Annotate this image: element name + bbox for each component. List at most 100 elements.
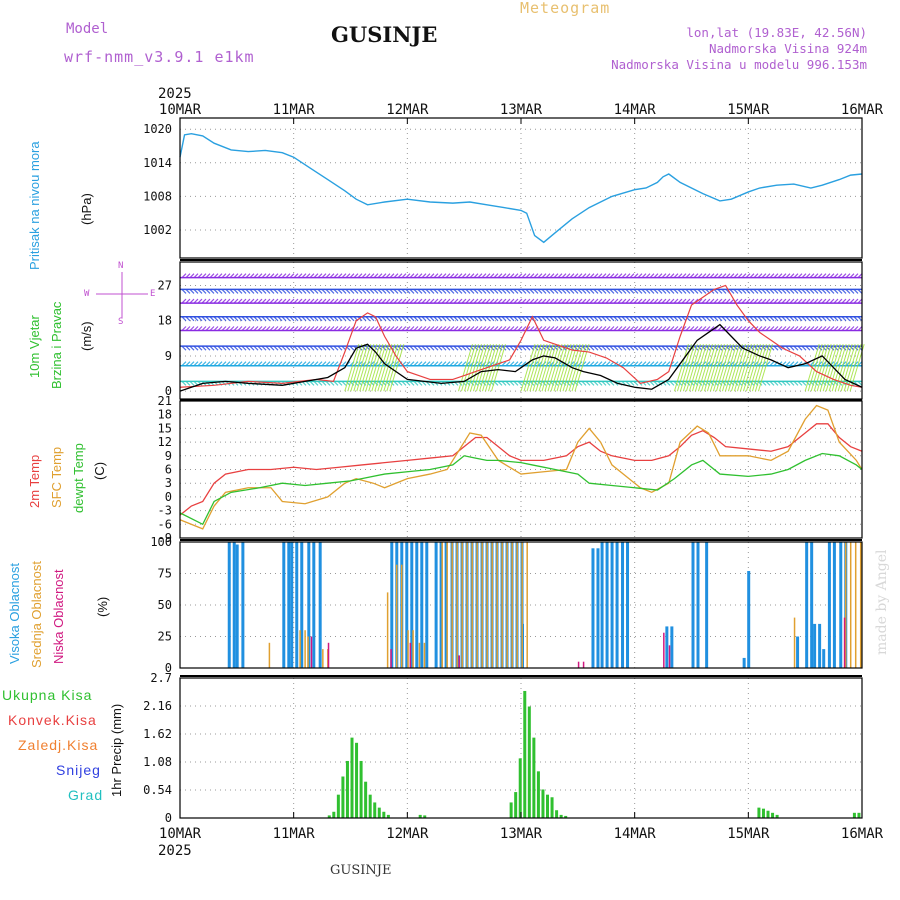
- precip-bar: [555, 810, 559, 818]
- wind-gust-line: [179, 284, 863, 388]
- high-cloud-bar: [670, 626, 674, 668]
- wind-barb-row: [181, 273, 863, 279]
- mid-cloud-bar: [418, 642, 421, 668]
- high-cloud-bar: [705, 542, 709, 668]
- precip-tick-label: 1.62: [143, 727, 172, 741]
- legend-freezing-rain: Zaledj.Kisa: [18, 737, 99, 753]
- precip-bar: [766, 810, 770, 818]
- compass-east: E: [150, 289, 156, 299]
- mid-cloud-bar: [844, 542, 847, 668]
- wind-tick-label: 27: [158, 278, 172, 292]
- temp-tick-label: 9: [165, 449, 172, 463]
- x-year-top: 2025: [158, 86, 192, 102]
- precip-bar: [857, 812, 861, 818]
- x-tick-label-top: 12MAR: [386, 102, 429, 118]
- precip-bar: [386, 814, 390, 818]
- precip-bar: [341, 776, 345, 818]
- precip-bar: [564, 815, 568, 818]
- high-cloud-bar: [241, 542, 245, 668]
- high-cloud-bar: [300, 542, 304, 668]
- high-cloud-bar: [425, 542, 429, 668]
- precip-tick-label: 0.54: [143, 783, 172, 797]
- high-cloud-bar: [839, 542, 843, 668]
- high-cloud-bar: [390, 542, 394, 668]
- clouds-frame: [179, 541, 863, 669]
- high-cloud-bar: [600, 542, 604, 668]
- high-cloud-bar: [615, 542, 619, 668]
- high-cloud-bar: [287, 542, 291, 668]
- high-cloud-bar: [596, 548, 600, 668]
- mid-cloud-bar: [521, 542, 523, 668]
- mid-cloud-bar: [386, 592, 389, 668]
- mid-cloud-bar: [451, 542, 453, 668]
- temp-tick-label: 18: [158, 408, 172, 422]
- low-cloud-bar: [582, 661, 585, 668]
- mid-cloud-bar: [307, 636, 309, 668]
- precip-bar: [527, 706, 531, 818]
- mid-cloud-bar: [471, 542, 473, 668]
- high-cloud-bar: [227, 542, 231, 668]
- precip-bar: [514, 792, 518, 818]
- mid-cloud-bar: [441, 542, 443, 668]
- low-cloud-bar: [310, 636, 313, 668]
- precip-bar: [368, 794, 372, 818]
- high-cloud-bar: [796, 636, 800, 668]
- high-cloud-bar: [696, 542, 700, 668]
- wind-barb-row: [181, 298, 863, 304]
- wind-barb-row: [181, 345, 863, 351]
- x-tick-label-bottom: 14MAR: [614, 826, 657, 842]
- high-cloud-bar: [232, 542, 236, 668]
- x-year-bottom: 2025: [158, 843, 192, 859]
- precip-tick-label: 1.08: [143, 755, 172, 769]
- precip-bar: [345, 760, 349, 818]
- mid-cloud-bar: [526, 542, 528, 668]
- high-cloud-bar: [307, 542, 311, 668]
- x-tick-label-top: 11MAR: [273, 102, 316, 118]
- mid-cloud-bar: [511, 542, 513, 668]
- high-cloud-bar: [810, 542, 814, 668]
- cloud-tick-label: 100: [150, 535, 172, 549]
- mid-cloud-bar: [456, 542, 458, 668]
- temp-tick-label: -3: [158, 504, 172, 518]
- mid-cloud-bar: [304, 630, 306, 668]
- legend-convective-rain: Konvek.Kisa: [8, 712, 97, 728]
- mid-cloud-bar: [491, 542, 493, 668]
- pressure-tick-label: 1014: [143, 156, 172, 170]
- x-tick-label-bottom: 13MAR: [500, 826, 543, 842]
- model-label: Model: [66, 21, 109, 37]
- high-cloud-bar: [295, 542, 299, 668]
- wind-barb-row: [181, 316, 863, 322]
- mid-cloud-bar: [461, 542, 463, 668]
- x-tick-label-bottom: 11MAR: [273, 826, 316, 842]
- precip-bar: [536, 771, 540, 818]
- footer-station: GUSINJE: [330, 863, 392, 878]
- high-cloud-bar: [312, 542, 316, 668]
- wind-barb-row: [181, 361, 863, 367]
- mid-cloud-bar: [322, 649, 324, 668]
- mid-cloud-bar: [793, 617, 796, 668]
- precip-bar: [373, 802, 377, 818]
- precip-bar: [364, 781, 368, 818]
- precip-bar: [761, 808, 765, 818]
- mid-cloud-bar: [501, 542, 503, 668]
- temp-tick-label: 0: [165, 490, 172, 504]
- compass-south: S: [118, 317, 124, 327]
- temp-tick-label: 6: [165, 463, 172, 477]
- mid-cloud-bar: [859, 542, 862, 668]
- high-cloud-bar: [621, 542, 625, 668]
- low-cloud-bar: [668, 645, 671, 668]
- precip-bar: [532, 737, 536, 818]
- compass-north: N: [118, 261, 124, 271]
- temp-tick-label: -9: [158, 531, 172, 545]
- wind-tick-label: 18: [158, 314, 172, 328]
- precip-bar: [509, 802, 513, 818]
- x-tick-label-top: 10MAR: [159, 102, 202, 118]
- precip-bar: [559, 814, 563, 818]
- wind-speed-line: [179, 323, 863, 392]
- meteogram-label: Meteogram: [520, 0, 611, 17]
- pressure-tick-label: 1002: [143, 223, 172, 237]
- temp-tick-label: -6: [158, 517, 172, 531]
- cloud-tick-label: 0: [165, 661, 172, 675]
- temp-tick-label: 15: [158, 421, 172, 435]
